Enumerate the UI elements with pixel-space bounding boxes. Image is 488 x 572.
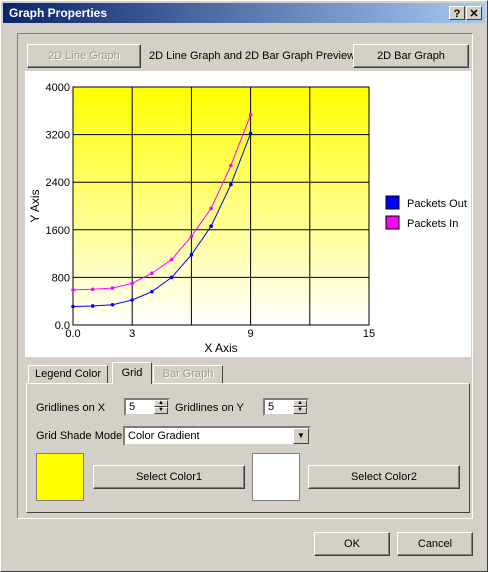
- close-button[interactable]: ✕: [466, 6, 482, 20]
- data-point: [229, 163, 233, 168]
- shade-mode-value: Color Gradient: [128, 430, 200, 442]
- x-axis-label: X Axis: [204, 341, 237, 355]
- tab-bar-graph[interactable]: Bar Graph: [153, 365, 223, 383]
- shade-mode-label: Grid Shade Mode: [36, 430, 123, 442]
- x-tick-label: 3: [129, 328, 135, 340]
- data-point: [209, 206, 213, 211]
- data-point: [209, 224, 213, 229]
- data-point: [248, 113, 253, 117]
- data-point: [90, 287, 95, 292]
- y-tick-label: 4000: [46, 82, 70, 94]
- main-panel: [17, 33, 473, 519]
- color2-swatch: [252, 453, 300, 501]
- x-tick-label: 15: [363, 328, 375, 340]
- gridlines-x-label: Gridlines on X: [36, 402, 106, 414]
- data-point: [130, 281, 134, 286]
- data-point: [229, 182, 233, 187]
- data-point: [150, 271, 154, 276]
- tab-grid[interactable]: Grid: [112, 362, 152, 384]
- legend-swatch: [385, 215, 400, 230]
- shade-mode-select[interactable]: Color Gradient ▼: [123, 426, 311, 446]
- bar-graph-button[interactable]: 2D Bar Graph: [353, 44, 469, 68]
- data-point: [90, 304, 95, 308]
- spin-up-icon[interactable]: ▲: [154, 400, 168, 407]
- data-point: [71, 288, 75, 292]
- line-graph-button[interactable]: 2D Line Graph: [27, 44, 141, 68]
- data-point: [189, 252, 194, 257]
- gridlines-x-value: 5: [129, 401, 136, 413]
- y-tick-label: 1600: [46, 225, 70, 237]
- help-button[interactable]: ?: [449, 6, 465, 20]
- spin-up-icon[interactable]: ▲: [293, 400, 307, 407]
- chevron-down-icon[interactable]: ▼: [293, 428, 309, 444]
- x-tick-label: 0.0: [65, 328, 80, 340]
- data-point: [150, 289, 154, 294]
- preview-caption: 2D Line Graph and 2D Bar Graph Preview: [149, 50, 356, 62]
- legend-swatch: [385, 195, 400, 210]
- gridlines-y-value: 5: [268, 401, 275, 413]
- color1-swatch: [36, 453, 84, 501]
- select-color1-button[interactable]: Select Color1: [93, 465, 245, 489]
- preview-header: 2D Line Graph 2D Line Graph and 2D Bar G…: [25, 41, 471, 71]
- y-axis-label: Y Axis: [28, 189, 42, 222]
- ok-button[interactable]: OK: [314, 532, 390, 556]
- x-tick-label: 9: [248, 328, 254, 340]
- data-point: [110, 286, 115, 290]
- chart-preview: 0.0 3 9 15 0.0 800 1600 2400 3200 4000 X Axis Y A…: [25, 71, 471, 357]
- series-line: [72, 114, 252, 291]
- window-title: Graph Properties: [9, 6, 108, 20]
- data-point: [110, 302, 115, 307]
- spin-down-icon[interactable]: ▼: [293, 407, 307, 414]
- title-bar: Graph Properties ? ✕: [3, 3, 485, 23]
- data-point: [71, 304, 75, 309]
- gridlines-x-spinner[interactable]: 5 ▲ ▼: [124, 398, 170, 416]
- y-tick-label: 800: [52, 272, 70, 284]
- y-tick-label: 0.0: [55, 320, 70, 332]
- gridlines-y-label: Gridlines on Y: [175, 402, 244, 414]
- data-point: [248, 131, 253, 136]
- spin-down-icon[interactable]: ▼: [154, 407, 168, 414]
- data-point: [130, 298, 134, 302]
- gridlines-y-spinner[interactable]: 5 ▲ ▼: [263, 398, 309, 416]
- series-line: [72, 133, 252, 308]
- data-point: [169, 275, 174, 280]
- tab-legend-color[interactable]: Legend Color: [28, 365, 108, 383]
- legend-label: Packets In: [407, 218, 458, 230]
- data-point: [189, 234, 194, 239]
- legend-label: Packets Out: [407, 198, 467, 210]
- data-point: [169, 257, 174, 262]
- select-color2-button[interactable]: Select Color2: [308, 465, 460, 489]
- y-tick-label: 2400: [46, 177, 70, 189]
- line-chart: 0.0 3 9 15 0.0 800 1600 2400 3200 4000 X Axis Y A…: [28, 82, 467, 355]
- y-tick-label: 3200: [46, 130, 70, 142]
- cancel-button[interactable]: Cancel: [397, 532, 473, 556]
- grid-tab-panel: Gridlines on X 5 ▲ ▼ Gridlines on Y 5 ▲ …: [26, 383, 470, 513]
